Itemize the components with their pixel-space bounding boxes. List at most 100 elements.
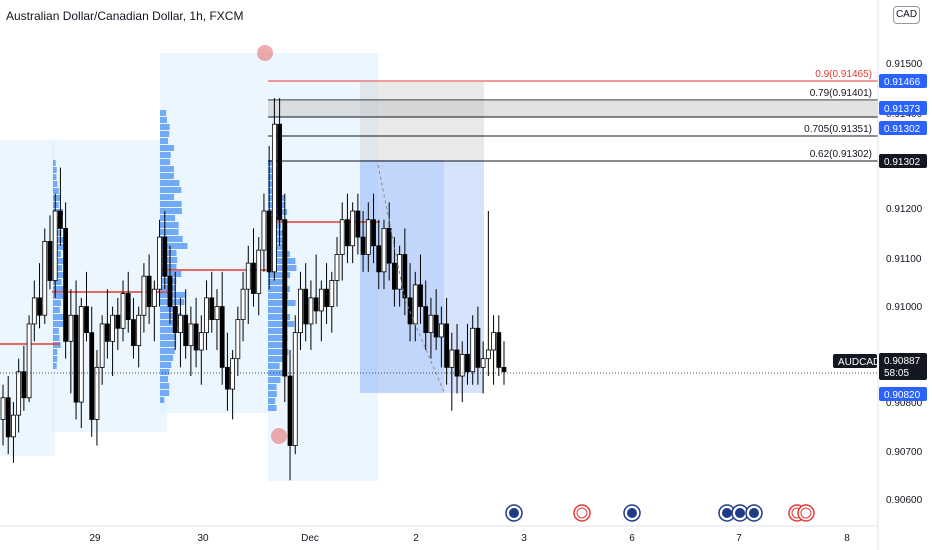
vp-bar (53, 202, 59, 208)
fib-levels: 0.9(0.91465) 0.79(0.91401) 0.705(0.91351) 0… (268, 69, 878, 162)
vp-bar (53, 195, 60, 201)
x-tick-label: 29 (89, 533, 101, 544)
candle-body (52, 210, 58, 281)
vp-bar (53, 349, 58, 355)
candle-body (501, 366, 507, 373)
flag-inner (627, 508, 637, 518)
vp-bar (160, 341, 177, 347)
candle-body (115, 314, 121, 329)
vp-bar (268, 265, 297, 271)
vp-bar (268, 349, 289, 355)
chart-title: Australian Dollar/Canadian Dollar, 1h, F… (6, 9, 244, 23)
time-axis: 29 30 Dec 2 3 6 7 8 (0, 525, 878, 544)
vp-bar (53, 363, 57, 369)
vp-bar (53, 167, 57, 173)
candle-body (407, 297, 413, 325)
candle-body (37, 297, 42, 316)
candle-body (73, 314, 79, 403)
vp-bar (53, 188, 59, 194)
vp-bar (160, 124, 170, 130)
candle-body (465, 353, 470, 373)
vp-bar (53, 216, 63, 222)
projection-path (377, 164, 445, 393)
candle-body (308, 297, 314, 325)
candle-body (355, 210, 361, 238)
candle-body (376, 245, 382, 273)
last-price-label: 0.90887 (884, 356, 921, 367)
vp-bar (160, 138, 169, 144)
vp-bar (268, 398, 276, 404)
x-tick-label: 2 (413, 533, 419, 544)
candle-body (104, 323, 110, 342)
vp-bar (160, 397, 165, 403)
vp-bar (160, 369, 170, 375)
candle-body (16, 371, 22, 416)
vp-bar (160, 201, 182, 207)
candle-body (99, 323, 105, 368)
candle-body (31, 297, 37, 325)
candle-body (318, 288, 324, 312)
x-tick-label: 30 (197, 533, 209, 544)
candle-body (167, 275, 173, 307)
vp-bar (53, 272, 65, 278)
candle-body (230, 358, 236, 390)
candle-body (256, 249, 262, 294)
flag-inner (800, 507, 812, 519)
candle-body (386, 228, 392, 264)
vp-bar (160, 376, 168, 382)
candle-body (131, 319, 136, 347)
candle-body (423, 306, 429, 334)
candle-body (214, 306, 220, 320)
candle-body (151, 288, 157, 307)
candle-body (428, 314, 434, 334)
vp-bar (160, 327, 177, 333)
vp-bar (268, 314, 290, 320)
candle-body (146, 275, 152, 307)
vp-bar (160, 194, 175, 200)
price-axis: 0.915000.914000.912000.911000.910000.908… (833, 0, 927, 550)
candle-body (89, 332, 95, 420)
vp-bar (160, 250, 177, 256)
candle-body (84, 306, 89, 334)
candle-body (0, 397, 6, 420)
price-tag-label: 0.91302 (884, 157, 921, 168)
symbol-tag (833, 354, 877, 368)
vp-bar (53, 293, 64, 299)
vp-bar (160, 320, 183, 326)
price-tag (879, 74, 927, 88)
candle-body (183, 314, 189, 347)
candle-body (454, 349, 460, 377)
y-tick-label: 0.91000 (886, 302, 923, 313)
candle-body (360, 236, 366, 255)
candle-body (438, 323, 444, 338)
candle-body (21, 371, 27, 399)
candle-body (345, 219, 350, 247)
vp-bar (160, 313, 182, 319)
currency-button[interactable]: CAD (893, 6, 920, 24)
vp-bar (160, 208, 182, 214)
candle-body (261, 210, 267, 251)
vp-bar (160, 257, 178, 263)
vp-bar (53, 335, 60, 341)
candle-body (42, 241, 48, 316)
x-tick-label: 8 (844, 533, 850, 544)
vp-bar (53, 286, 64, 292)
candle-body (402, 254, 408, 299)
vp-bar (268, 405, 277, 411)
candle-body (172, 306, 178, 334)
vp-bar (160, 390, 170, 396)
candle-body (433, 314, 439, 338)
candle-body (162, 236, 168, 277)
candle-body (475, 327, 481, 368)
vp-bar (268, 286, 290, 292)
vp-bar (53, 237, 65, 243)
candle-body (282, 219, 288, 377)
candle-body (204, 297, 209, 334)
symbol-tag-label: AUDCAD (838, 357, 880, 368)
vp-bar (160, 180, 180, 186)
vp-bar (268, 391, 277, 397)
candle-body (266, 210, 272, 273)
price-tag (879, 101, 927, 115)
vp-bar (53, 321, 64, 327)
